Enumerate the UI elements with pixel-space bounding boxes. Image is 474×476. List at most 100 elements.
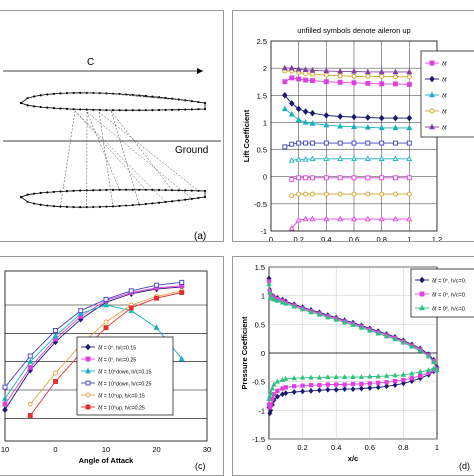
panel-a-tag: (a)	[194, 231, 206, 241]
x-tick-label: 10	[102, 445, 110, 454]
upper-panel-point	[164, 109, 166, 111]
data-point	[304, 141, 308, 145]
lower-panel-point	[59, 190, 61, 192]
lower-panel-point	[191, 190, 193, 192]
data-point	[338, 141, 342, 145]
y-tick-label: 0.5	[255, 320, 265, 329]
data-point	[297, 176, 301, 180]
legend-box	[421, 51, 474, 137]
lower-panel-point	[204, 196, 206, 198]
x-tick-label: 0.2	[297, 443, 307, 452]
lower-panel-point	[184, 189, 186, 191]
x-tick-label: 0.2	[293, 235, 303, 241]
data-point	[28, 365, 32, 369]
x-tick-label: 1	[407, 235, 411, 241]
data-point	[377, 381, 380, 384]
lower-panel-point	[20, 196, 22, 198]
y-tick-label: 1.5	[255, 263, 265, 272]
data-point	[180, 280, 184, 284]
upper-panel-point	[138, 109, 140, 111]
data-point	[324, 80, 328, 84]
data-point	[304, 176, 308, 180]
data-point	[283, 80, 287, 84]
data-point	[407, 176, 411, 180]
y-tick-label: 1.5	[257, 91, 267, 100]
lower-panel-point	[151, 202, 153, 204]
legend-entry: δf	[442, 126, 447, 132]
data-point	[338, 74, 342, 78]
data-point	[3, 385, 7, 389]
lower-panel-point	[40, 192, 42, 194]
lower-panel-point	[158, 202, 160, 204]
lower-panel-point	[191, 198, 193, 200]
data-point	[290, 177, 294, 181]
upper-panel-point	[86, 109, 88, 111]
lower-panel-point	[197, 197, 199, 199]
x-tick-label: 0.4	[331, 443, 341, 452]
data-point	[407, 75, 411, 79]
lower-panel-point	[125, 204, 127, 206]
data-point	[309, 383, 312, 386]
lower-panel-point	[40, 204, 42, 206]
upper-panel-point	[26, 97, 28, 99]
lower-panel-point	[112, 189, 114, 191]
legend-entry: δf = 0°, h/c=0.	[432, 307, 467, 313]
data-point	[366, 81, 370, 85]
data-point	[54, 380, 58, 384]
lower-panel-point	[92, 189, 94, 191]
y-tick-label: 2.5	[257, 37, 267, 46]
lower-panel-point	[53, 205, 55, 207]
lower-panel-point	[164, 189, 166, 191]
data-point	[407, 141, 411, 145]
upper-panel-point	[92, 109, 94, 111]
data-point	[324, 192, 328, 196]
data-point	[180, 291, 184, 295]
legend-entry: δf = 0°, h/c=0.15	[98, 346, 136, 352]
lower-panel-point	[26, 194, 28, 196]
data-point	[155, 283, 159, 287]
upper-panel-point	[40, 94, 42, 96]
lower-panel-point	[79, 189, 81, 191]
upper-panel-point	[125, 109, 127, 111]
legend-entry: δf = 10°down, h/c=0.15	[98, 370, 152, 376]
upper-panel-point	[53, 93, 55, 95]
upper-panel-point	[66, 108, 68, 110]
x-tick-label: 20	[152, 445, 160, 454]
lower-panel-point	[66, 206, 68, 208]
chart-title: unfilled symbols denote aileron up	[297, 26, 410, 35]
data-point	[311, 192, 315, 196]
lower-panel-point	[33, 193, 35, 195]
x-tick-label: 0.8	[398, 443, 408, 452]
data-point	[129, 289, 133, 293]
upper-panel-point	[46, 107, 48, 109]
data-point	[155, 296, 159, 300]
lower-panel-point	[105, 206, 107, 208]
legend-entry: δf	[442, 94, 447, 100]
data-point	[380, 192, 384, 196]
x-axis-label: Angle of Attack	[79, 456, 135, 465]
plot-area	[271, 41, 437, 231]
upper-panel-point	[151, 109, 153, 111]
data-point	[366, 176, 370, 180]
data-point	[366, 141, 370, 145]
data-point	[104, 326, 108, 330]
data-point	[28, 354, 32, 358]
data-point	[335, 383, 338, 386]
upper-panel-point	[59, 107, 61, 109]
lower-panel-point	[99, 206, 101, 208]
data-point	[86, 357, 90, 361]
data-point	[293, 385, 296, 388]
data-point	[276, 389, 279, 392]
data-point	[104, 320, 108, 324]
panel-b: -1-0.500.511.522.500.20.40.60.811.2h/cLi…	[232, 10, 474, 242]
x-tick-label: 1	[435, 443, 439, 452]
upper-panel-point	[105, 109, 107, 111]
upper-panel-point	[40, 106, 42, 108]
data-point	[86, 405, 90, 409]
influence-ray	[99, 112, 113, 206]
data-point	[366, 74, 370, 78]
data-point	[311, 72, 315, 76]
lower-panel-point	[72, 206, 74, 208]
data-point	[324, 141, 328, 145]
lower-panel-point	[158, 189, 160, 191]
